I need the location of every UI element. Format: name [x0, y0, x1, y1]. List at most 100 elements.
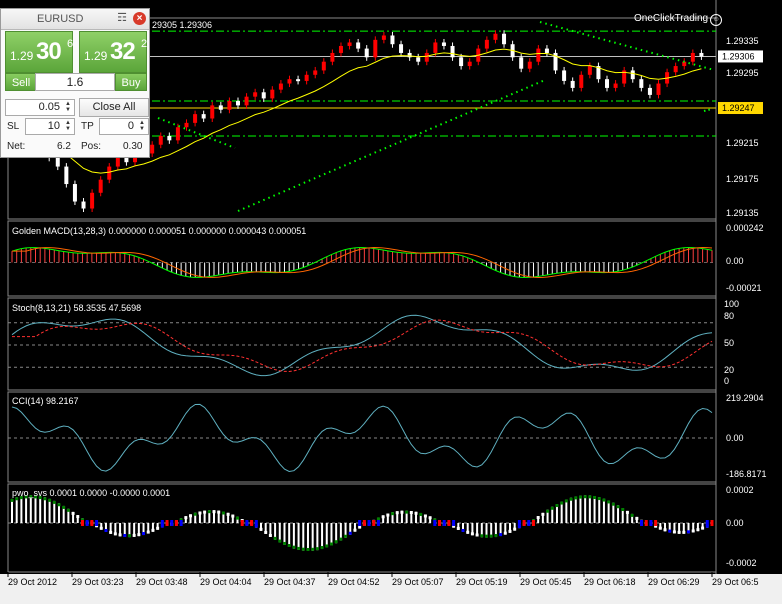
pwo-tip: [189, 514, 193, 518]
pwo-cross: [367, 520, 371, 526]
bear-candle: [399, 44, 404, 53]
level-price-tag-text: 1.29247: [722, 103, 755, 113]
pwo-tip: [297, 546, 301, 550]
pwo-tip: [663, 528, 667, 532]
bull-candle: [682, 61, 687, 67]
bear-candle: [201, 114, 206, 119]
pwo-cross: [358, 520, 362, 526]
pwo-tip: [386, 513, 390, 517]
pwo-tip: [52, 500, 56, 504]
pwo-cross: [654, 520, 658, 526]
bear-candle: [364, 48, 369, 58]
current-price-tag: [718, 50, 763, 63]
spinner-icon[interactable]: ▲ ▼: [65, 101, 71, 113]
spinner-icon[interactable]: ▲ ▼: [139, 120, 145, 132]
close-all-button[interactable]: Close All: [79, 98, 149, 117]
lot-size-input[interactable]: 1.6: [35, 73, 115, 91]
pwo-cross: [433, 520, 437, 526]
bull-candle: [90, 192, 95, 209]
price-axis-bg: [717, 0, 782, 574]
bull-candle: [321, 61, 326, 71]
time-axis-label: 29 Oct 2012: [8, 577, 57, 587]
pwo-tip: [569, 497, 573, 501]
pwo-cross: [170, 520, 174, 526]
pwo-tip: [104, 528, 108, 532]
pwo-tip: [616, 505, 620, 509]
buy-price-box[interactable]: 1.29 32 2: [79, 31, 147, 73]
net-label: Net:: [7, 141, 26, 152]
pwo-tip: [423, 514, 427, 518]
trend-stub: [703, 108, 713, 112]
pwo-tip: [400, 510, 404, 514]
pwo-tip: [574, 496, 578, 500]
pwo-tip: [409, 510, 413, 514]
bull-candle: [193, 114, 198, 123]
pwo-tip: [231, 514, 235, 518]
stoch-axis-label: 80: [724, 311, 734, 321]
pwo-cross: [705, 520, 709, 526]
pwo-tip: [287, 543, 291, 547]
macd-axis-label: -0.00021: [726, 283, 762, 293]
step-input[interactable]: 0.05 ▲ ▼: [5, 99, 75, 116]
bull-candle: [338, 45, 343, 53]
pwo-tip: [517, 525, 521, 529]
pwo-tip: [503, 531, 507, 535]
buy-button[interactable]: Buy: [115, 73, 147, 91]
pwo-tip: [536, 516, 540, 520]
pwo-axis-label: 0.0002: [726, 485, 754, 495]
pwo-tip: [564, 499, 568, 503]
pwo-tip: [329, 542, 333, 546]
pwo-tip: [550, 506, 554, 510]
pwo-tip: [29, 495, 33, 499]
pwo-tip: [273, 536, 277, 540]
time-axis-bg: [0, 574, 782, 604]
pwo-tip: [597, 497, 601, 501]
close-icon[interactable]: ×: [133, 12, 146, 25]
pwo-tip: [282, 541, 286, 545]
pane-frame-3: [7, 391, 717, 483]
bull-candle: [467, 61, 472, 67]
pwo-cross: [644, 520, 648, 526]
bear-candle: [416, 57, 421, 62]
pwo-cross: [254, 520, 258, 526]
pwo-cross: [640, 520, 644, 526]
bull-candle: [579, 74, 584, 88]
pwo-cross: [442, 520, 446, 526]
bull-candle: [278, 83, 283, 90]
pin-icon[interactable]: ☶: [117, 12, 127, 24]
pwo-tip: [560, 501, 564, 505]
pwo-tip: [668, 529, 672, 533]
tp-input[interactable]: 0 ▲ ▼: [99, 118, 149, 135]
sell-price-box[interactable]: 1.29 30 6: [5, 31, 73, 73]
pwo-cross: [245, 520, 249, 526]
sell-button[interactable]: Sell: [5, 73, 37, 91]
pwo-tip: [348, 531, 352, 535]
pwo-cross: [372, 520, 376, 526]
pwo-tip: [456, 526, 460, 530]
bear-candle: [630, 70, 635, 80]
time-axis-label: 29 Oct 04:37: [264, 577, 316, 587]
stoch-signal-line: [12, 319, 713, 372]
price-axis-label: 1.29295: [726, 68, 759, 78]
sl-input[interactable]: 10 ▲ ▼: [25, 118, 75, 135]
bull-candle: [244, 96, 249, 106]
pwo-cross: [376, 520, 380, 526]
bear-candle: [570, 80, 575, 88]
pwo-cross: [80, 520, 84, 526]
bear-candle: [519, 57, 524, 69]
cci-axis-label: -186.8171: [726, 469, 767, 479]
pwo-tip: [555, 504, 559, 508]
bull-candle: [115, 157, 120, 167]
pwo-tip: [311, 547, 315, 551]
pwo-tip: [320, 546, 324, 550]
price-axis-label: 1.29215: [726, 138, 759, 148]
bear-candle: [261, 92, 266, 99]
stoch-title: Stoch(8,13,21) 58.3535 47.5698: [12, 303, 141, 313]
spinner-icon[interactable]: ▲ ▼: [65, 120, 71, 132]
bear-candle: [356, 42, 361, 49]
bull-candle: [622, 70, 627, 84]
bear-candle: [64, 166, 69, 185]
pwo-tip: [358, 525, 362, 529]
pwo-tip: [611, 502, 615, 506]
